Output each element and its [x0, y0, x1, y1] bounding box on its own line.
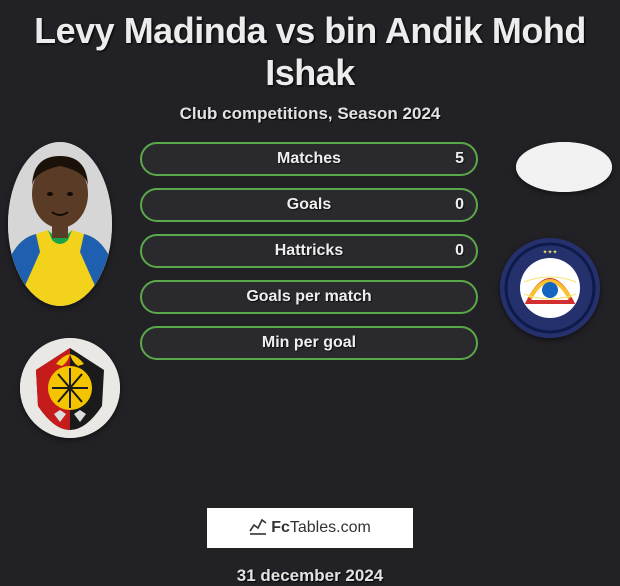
stat-right-value: 5 — [455, 150, 464, 168]
chart-icon — [249, 517, 267, 540]
stat-row: Matches 5 — [140, 142, 478, 176]
player-right-photo — [516, 142, 612, 192]
svg-text:✦✦✦: ✦✦✦ — [542, 249, 557, 256]
date-text: 31 december 2024 — [0, 566, 620, 586]
stat-row: Hattricks 0 — [140, 234, 478, 268]
stat-row: Goals 0 — [140, 188, 478, 222]
stat-label: Min per goal — [262, 334, 356, 352]
page-title: Levy Madinda vs bin Andik Mohd Ishak — [0, 10, 620, 94]
brand-text: FcTables.com — [271, 519, 371, 537]
stat-label: Goals — [287, 196, 331, 214]
subtitle: Club competitions, Season 2024 — [0, 104, 620, 124]
stat-right-value: 0 — [455, 242, 464, 260]
brand-box: FcTables.com — [205, 506, 415, 550]
stat-label: Matches — [277, 150, 341, 168]
stat-row: Goals per match — [140, 280, 478, 314]
stat-bars: Matches 5 Goals 0 Hattricks 0 Goals per … — [140, 142, 478, 360]
stat-label: Hattricks — [275, 242, 343, 260]
stat-label: Goals per match — [246, 288, 371, 306]
player-left-photo — [8, 142, 112, 306]
club-badge-left — [20, 338, 120, 438]
stat-row: Min per goal — [140, 326, 478, 360]
stat-right-value: 0 — [455, 196, 464, 214]
comparison-panel: ✦✦✦ Matches 5 Goals 0 Hattricks 0 — [0, 142, 620, 482]
club-badge-right: ✦✦✦ — [500, 238, 600, 338]
